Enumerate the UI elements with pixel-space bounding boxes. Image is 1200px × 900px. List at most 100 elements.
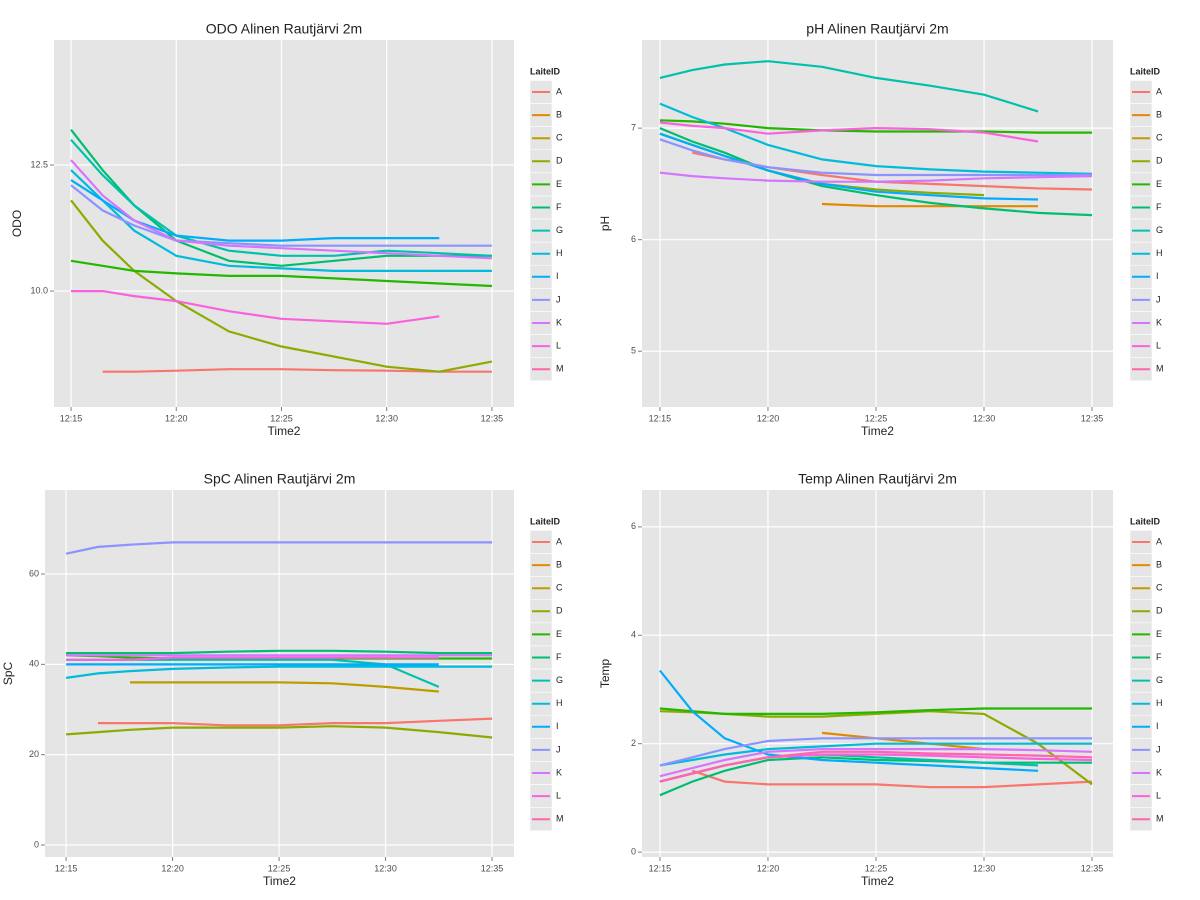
legend-label: A <box>1156 86 1162 96</box>
legend-title: LaiteID <box>1130 516 1161 526</box>
legend-label: H <box>556 698 563 708</box>
legend-title: LaiteID <box>1130 66 1161 76</box>
legend-label: H <box>1156 698 1163 708</box>
x-axis-label: Time2 <box>263 874 296 888</box>
x-tick-label: 12:25 <box>865 863 888 873</box>
legend-label: D <box>1156 156 1163 166</box>
x-tick-label: 12:25 <box>270 413 293 423</box>
series-line <box>659 669 1039 772</box>
plot-background <box>642 490 1113 857</box>
y-tick-label: 4 <box>631 630 636 640</box>
legend-label: F <box>556 202 562 212</box>
legend-label: L <box>556 790 561 800</box>
legend-label: F <box>1156 652 1162 662</box>
legend-label: C <box>556 133 563 143</box>
legend-label: K <box>1156 767 1162 777</box>
legend-label: D <box>1156 606 1163 616</box>
chart-title: ODO Alinen Rautjärvi 2m <box>206 21 362 37</box>
x-tick-label: 12:35 <box>1081 863 1104 873</box>
plot-background <box>54 40 514 407</box>
legend-label: I <box>1156 271 1159 281</box>
legend-label: B <box>556 109 562 119</box>
legend-label: I <box>556 271 559 281</box>
x-tick-label: 12:35 <box>481 863 504 873</box>
x-tick-label: 12:20 <box>757 413 780 423</box>
x-tick-label: 12:30 <box>375 413 398 423</box>
y-tick-label: 2 <box>631 738 636 748</box>
chart-title: SpC Alinen Rautjärvi 2m <box>204 471 356 487</box>
series-line <box>66 725 493 739</box>
x-tick-label: 12:15 <box>649 413 672 423</box>
legend-label: J <box>1156 744 1161 754</box>
x-tick-label: 12:30 <box>973 863 996 873</box>
series-line <box>70 199 493 373</box>
y-tick-label: 7 <box>631 122 636 132</box>
series-line <box>98 717 493 727</box>
x-tick-label: 12:20 <box>165 413 188 423</box>
legend-label: H <box>1156 248 1163 258</box>
y-tick-label: 6 <box>631 234 636 244</box>
series-line <box>659 121 1039 143</box>
legend-label: L <box>556 340 561 350</box>
series-line <box>659 748 1093 778</box>
y-tick-label: 12.5 <box>30 159 48 169</box>
legend-label: B <box>1156 559 1162 569</box>
legend-label: K <box>556 317 562 327</box>
series-line <box>70 259 492 288</box>
chart-title: Temp Alinen Rautjärvi 2m <box>798 471 957 487</box>
legend-label: C <box>1156 583 1163 593</box>
series-line <box>659 737 1092 767</box>
y-axis-label: pH <box>598 216 612 231</box>
x-tick-label: 12:15 <box>60 413 83 423</box>
x-tick-label: 12:25 <box>268 863 291 873</box>
series-line <box>659 756 1092 797</box>
series-line <box>821 202 1038 208</box>
series-line <box>659 127 1093 217</box>
legend-label: E <box>556 629 562 639</box>
legend-label: F <box>556 652 562 662</box>
series-line <box>71 290 440 325</box>
series-line <box>659 102 1093 175</box>
chart-title: pH Alinen Rautjärvi 2m <box>806 21 948 37</box>
series-line <box>659 707 1092 715</box>
y-tick-label: 10.0 <box>30 285 48 295</box>
x-tick-label: 12:20 <box>161 863 184 873</box>
legend-label: F <box>1156 202 1162 212</box>
legend-label: A <box>556 536 562 546</box>
series-line <box>821 731 985 751</box>
series-line <box>659 60 1039 113</box>
series-line <box>659 132 1039 201</box>
series-line <box>70 129 492 267</box>
x-tick-label: 12:25 <box>865 413 888 423</box>
legend-label: E <box>1156 179 1162 189</box>
y-axis-label: Temp <box>598 659 612 689</box>
x-axis-label: Time2 <box>268 424 301 438</box>
legend-label: J <box>556 294 561 304</box>
legend-label: A <box>556 86 562 96</box>
legend-label: E <box>1156 629 1162 639</box>
legend-label: G <box>556 675 563 685</box>
series-line <box>70 169 492 272</box>
series-line <box>70 159 492 260</box>
series-line <box>659 138 1092 177</box>
legend-label: B <box>556 559 562 569</box>
y-axis-label: ODO <box>10 210 24 237</box>
series-line <box>65 541 493 555</box>
x-tick-label: 12:15 <box>55 863 78 873</box>
x-tick-label: 12:35 <box>1081 413 1104 423</box>
legend-label: K <box>556 767 562 777</box>
y-tick-label: 60 <box>29 568 39 578</box>
series-line <box>70 139 492 257</box>
x-axis-label: Time2 <box>861 424 894 438</box>
legend-label: D <box>556 156 563 166</box>
series-line <box>659 171 1093 183</box>
legend-label: I <box>556 721 559 731</box>
series-line <box>659 750 1093 783</box>
series-line <box>70 179 440 242</box>
legend-label: M <box>556 814 564 824</box>
x-axis-label: Time2 <box>861 874 894 888</box>
legend-label: C <box>556 583 563 593</box>
legend-label: C <box>1156 133 1163 143</box>
legend-label: H <box>556 248 563 258</box>
